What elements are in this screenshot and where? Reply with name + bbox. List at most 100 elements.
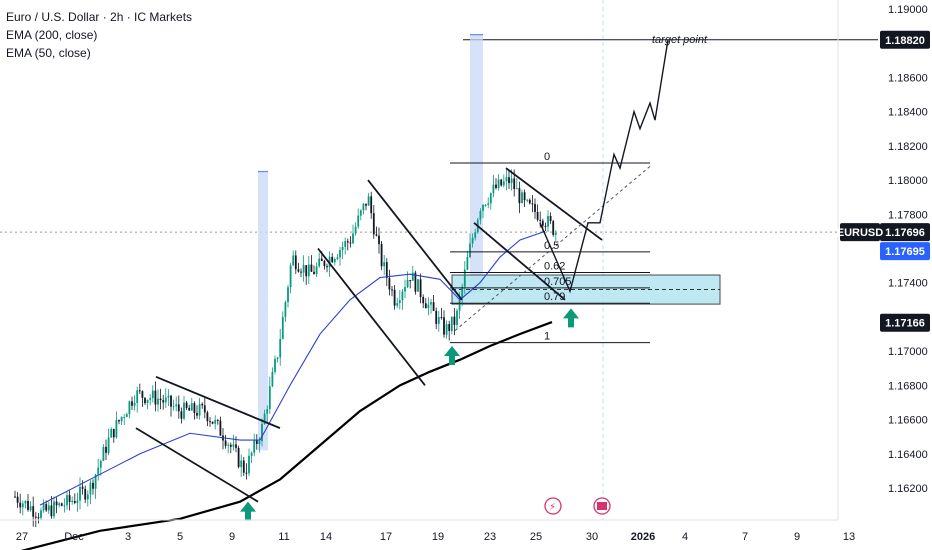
price-tick-label: 1.17800 [888,209,928,221]
time-tick-label: 7 [742,531,748,543]
us-flag-stripes [597,502,607,510]
candle-body [339,249,341,258]
price-tick-label: 1.16800 [888,380,928,392]
candle-body [42,503,45,511]
entry-arrows [240,308,579,521]
candle-body [323,260,326,267]
candle-body [362,203,365,211]
candle-body [73,501,76,503]
candle-body [396,303,399,306]
candle-body [289,265,292,288]
candle-body [359,210,362,216]
candle-body [474,232,477,238]
candle-body [354,226,357,234]
price-axis[interactable]: 1.19000 1.18600 1.18400 1.18200 1.18000 1.178… [837,0,928,520]
candle-body [118,420,120,422]
candle-body [536,211,539,220]
candle-body [318,258,321,267]
candle-body [383,262,386,267]
last-price-tag-bg [880,223,930,242]
candle-body [190,403,193,411]
candle-body [89,482,92,495]
candle-body [196,412,198,416]
candle-body [253,439,256,453]
candle-body [206,412,209,422]
symbol-tag-bg [840,223,880,242]
candle-body [552,221,555,235]
candle-body [544,225,547,227]
candle-body [500,179,503,186]
candle-body [271,371,274,387]
candle-body [170,395,172,407]
candle-body [307,264,310,277]
candle-body [541,220,544,226]
candle-body [258,441,261,445]
ema200-label[interactable]: EMA (200, close) [6,28,98,42]
time-tick-label: 30 [586,531,598,543]
channel-line [473,222,566,301]
target-price-tag-bg [880,30,930,49]
candle-body [313,271,315,274]
candle-body [45,503,48,511]
candle-body [201,404,204,406]
price-tick-label: 1.18200 [888,141,928,153]
candle-body [422,296,425,304]
symbol-title[interactable]: Euro / U.S. Dollar · 2h · IC Markets [6,10,193,24]
candle-body [138,390,141,392]
candle-body [487,203,490,205]
candle-body [539,219,542,221]
forecast-path [539,39,669,294]
time-tick-label: 19 [432,531,444,543]
candle-body [482,205,484,211]
candle-body [159,398,162,401]
candle-body [479,210,482,220]
candle-body [417,279,419,292]
candle-body [372,213,375,235]
candle-body [167,395,170,398]
candle-body [24,500,27,504]
candle-body [68,495,71,502]
candle-body [125,414,128,418]
price-tick-label: 1.17000 [888,346,928,358]
candle-body [391,289,393,291]
ema50-label[interactable]: EMA (50, close) [6,46,91,60]
time-tick-label: 27 [16,531,28,543]
candle-body [235,444,237,448]
candle-body [250,452,253,456]
candle-body [248,455,250,474]
candle-body [292,255,295,266]
time-tick-label: 11 [278,531,289,543]
time-tick-label: 3 [125,531,131,543]
candle-body [513,178,516,190]
fib-level-label: 1 [544,331,550,343]
candle-body [115,420,118,438]
candle-body [489,193,492,204]
candle-body [419,279,422,297]
fib-level-label: 0.62 [544,260,565,272]
channel-line [317,247,426,386]
candle-body [297,269,300,272]
candle-body [266,409,269,414]
candle-body [502,181,505,186]
candle-body [162,400,165,403]
candle-body [216,419,219,421]
fib-level-label: 0.705 [544,276,572,288]
candle-body [255,439,258,445]
candle-body [448,324,451,331]
candle-body [531,203,534,205]
up-arrow-icon [444,346,460,366]
candle-body [331,256,334,263]
candle-body [141,391,144,398]
candle-body [123,417,126,419]
candle-body [276,357,279,359]
candle-body [34,516,37,518]
time-axis[interactable]: 27 Dec 3 5 9 11 14 17 19 23 25 30 2026 4 7 9 13 [0,519,855,543]
candle-body [27,500,29,510]
candle-body [60,503,63,506]
candle-body [521,192,523,204]
fib-level-label: 0.5 [544,240,559,252]
candle-body [453,316,456,326]
candle-body [128,401,131,415]
